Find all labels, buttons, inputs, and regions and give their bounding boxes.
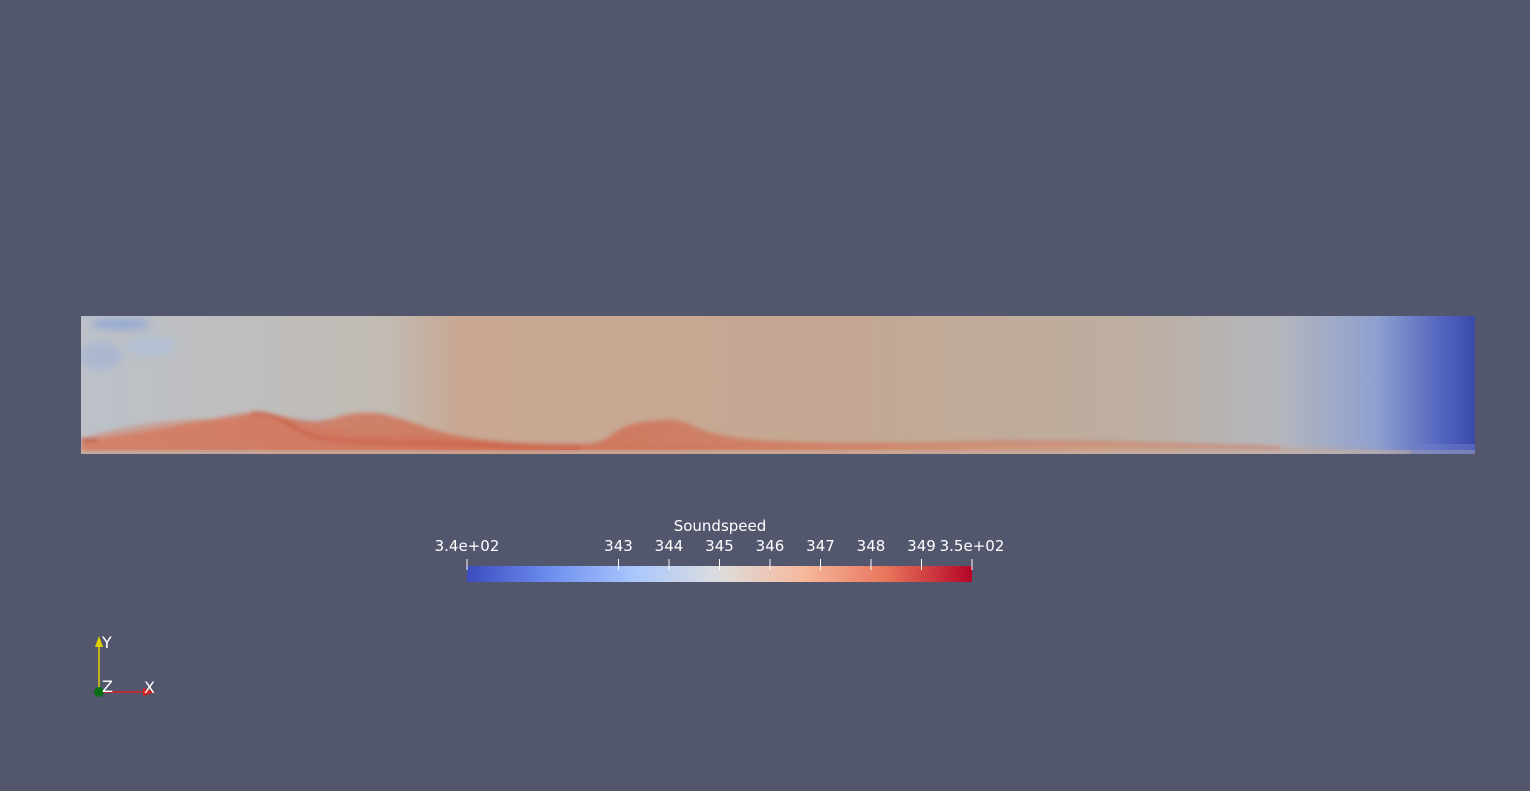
scalar-bar-ticks: 343 344 345 346 347 348 349 [604, 537, 936, 570]
y-axis-arrowhead [95, 636, 103, 647]
scalar-bar-tick-label: 347 [806, 537, 835, 555]
scalar-bar-title: Soundspeed [674, 517, 767, 535]
z-axis-label: Z [102, 677, 113, 696]
orientation-axes[interactable]: Y X Z [80, 628, 170, 708]
y-axis-label: Y [101, 633, 112, 652]
scalar-bar-tick-label: 344 [655, 537, 684, 555]
scalar-bar-tick-label: 345 [705, 537, 734, 555]
scalar-bar-tick-label: 348 [857, 537, 886, 555]
x-axis-arrowhead [143, 688, 155, 696]
scalar-bar-tick-label: 349 [907, 537, 936, 555]
scalar-bar-tick-label: 343 [604, 537, 633, 555]
x-axis-label: X [144, 678, 155, 697]
scalar-bar-gradient [467, 566, 972, 582]
scalar-bar-tick-label: 346 [756, 537, 785, 555]
z-axis-marker [94, 687, 104, 697]
scalar-bar-max-label: 3.5e+02 [940, 537, 1005, 555]
scalar-bar-min-label: 3.4e+02 [435, 537, 500, 555]
soundspeed-field-render [81, 316, 1475, 454]
